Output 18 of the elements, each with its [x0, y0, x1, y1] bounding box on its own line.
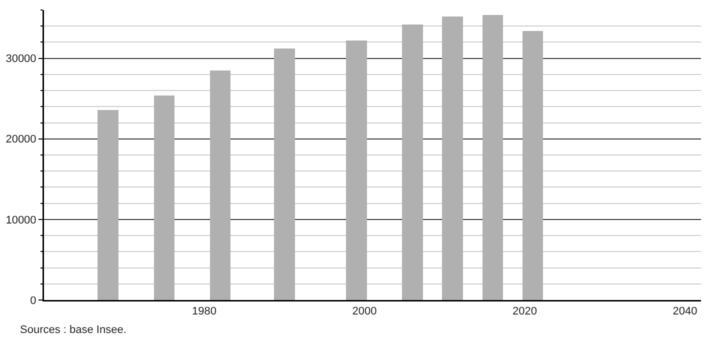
bar	[402, 24, 423, 300]
bar	[274, 48, 295, 300]
x-tick-label: 2040	[672, 306, 698, 318]
y-tick-label: 30000	[6, 53, 36, 66]
source-note: Sources : base Insee.	[20, 324, 126, 336]
bar	[522, 30, 544, 300]
bar	[98, 110, 119, 300]
bar	[482, 14, 504, 300]
bar	[346, 40, 367, 300]
bar	[154, 95, 175, 300]
x-tick-label: 2020	[512, 306, 537, 318]
y-tick-label: 0	[30, 294, 36, 307]
x-tick-label: 1980	[192, 306, 216, 318]
bar	[210, 70, 231, 300]
y-tick-label: 10000	[6, 214, 36, 226]
x-tick-label: 2000	[352, 306, 377, 318]
y-tick-label: 20000	[6, 134, 36, 146]
bar	[442, 16, 464, 300]
